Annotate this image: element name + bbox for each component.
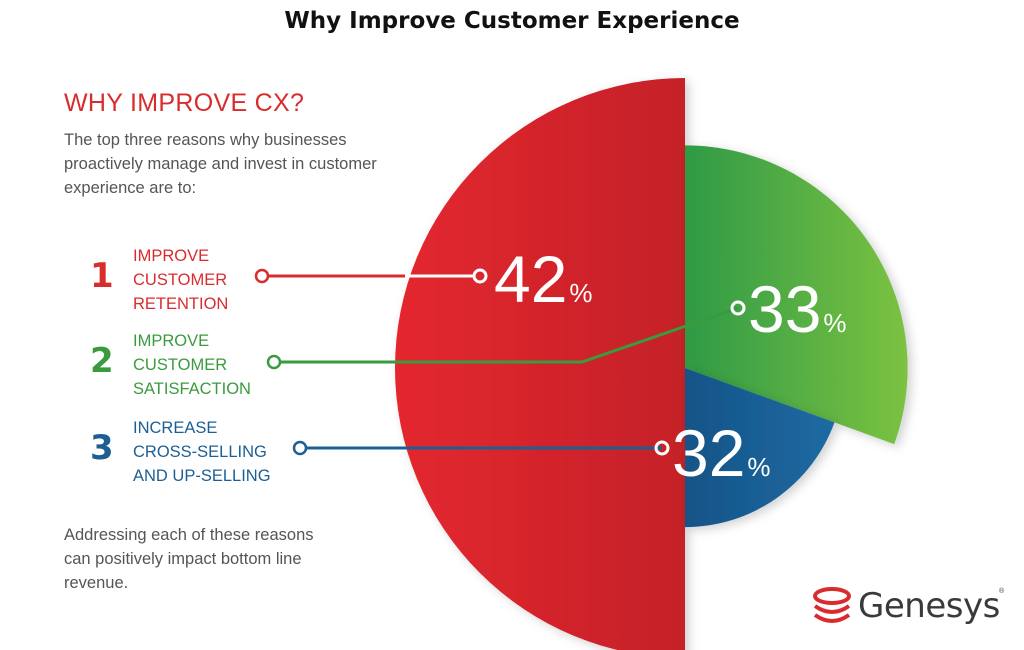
pie-slice-2 bbox=[685, 145, 908, 445]
reason-label-line: IMPROVE bbox=[133, 247, 210, 265]
reason-label: INCREASE CROSS-SELLING AND UP-SELLING bbox=[133, 416, 303, 488]
reason-number: 2 bbox=[90, 341, 114, 381]
reason-number: 1 bbox=[90, 256, 114, 296]
connector-line-2 bbox=[274, 306, 739, 364]
page-title: Why Improve Customer Experience bbox=[284, 8, 740, 34]
reason-label-line: CROSS-SELLING bbox=[133, 443, 267, 461]
genesys-logo: Genesys ® bbox=[812, 584, 1012, 632]
closing-text: Addressing each of these reasons can pos… bbox=[64, 526, 314, 592]
genesys-logo-icon bbox=[813, 587, 851, 623]
reason-label-line: INCREASE bbox=[133, 419, 218, 437]
connector-dot bbox=[654, 440, 670, 456]
reason-label: IMPROVE CUSTOMER SATISFACTION bbox=[133, 329, 303, 401]
connector-dot bbox=[730, 300, 746, 316]
pie-slice-1 bbox=[395, 78, 685, 650]
intro-text: The top three reasons why businesses pro… bbox=[64, 131, 377, 197]
pie-slice-3 bbox=[685, 368, 835, 528]
reason-label-line: SATISFACTION bbox=[133, 380, 251, 398]
reason-number: 3 bbox=[90, 428, 114, 468]
reason-label-line: CUSTOMER bbox=[133, 271, 228, 289]
value-label-2: 33% bbox=[748, 272, 847, 346]
connector-dot bbox=[292, 440, 308, 456]
logo-text: Genesys bbox=[858, 586, 1000, 626]
reason-label-line: AND UP-SELLING bbox=[133, 467, 271, 485]
reason-label: IMPROVE CUSTOMER RETENTION bbox=[133, 244, 303, 316]
reason-label-line: CUSTOMER bbox=[133, 356, 228, 374]
section-heading: WHY IMPROVE CX? bbox=[64, 89, 305, 117]
registered-mark: ® bbox=[999, 588, 1005, 595]
connector-dot bbox=[266, 354, 282, 370]
reason-label-line: IMPROVE bbox=[133, 332, 210, 350]
connector-dot bbox=[254, 268, 270, 284]
reason-label-line: RETENTION bbox=[133, 295, 229, 313]
value-label-1: 42% bbox=[494, 242, 593, 316]
value-label-3: 32% bbox=[672, 416, 771, 490]
